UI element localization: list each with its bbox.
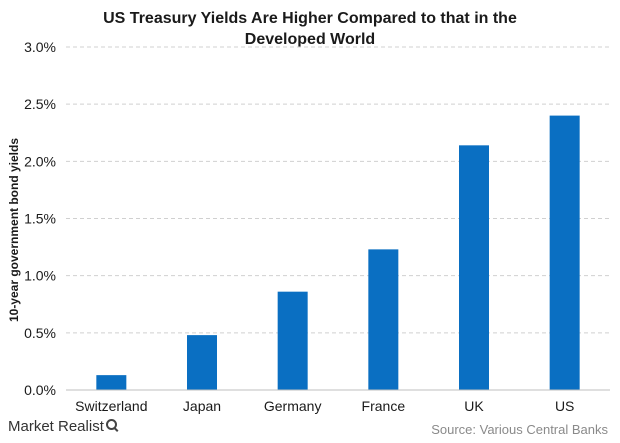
chart-title: US Treasury Yields Are Higher Compared t… — [0, 8, 620, 50]
x-tick-label: US — [555, 398, 574, 414]
logo-text: Market Realist — [8, 418, 104, 435]
bars — [96, 115, 580, 390]
chart-title-line-2: Developed World — [244, 31, 376, 48]
market-realist-logo: Market Realist — [8, 418, 117, 435]
x-tick-label: Japan — [183, 398, 221, 414]
x-tick-label: Switzerland — [75, 398, 147, 414]
y-tick-label: 3.0% — [24, 39, 56, 55]
x-tick-label: UK — [464, 398, 484, 414]
y-tick-label: 2.0% — [24, 153, 56, 169]
y-tick-label: 0.5% — [24, 325, 56, 341]
bar-germany — [277, 291, 308, 390]
bar-switzerland — [96, 375, 127, 390]
chart-title-line-1: US Treasury Yields Are Higher Compared t… — [103, 10, 517, 27]
y-tick-label: 2.5% — [24, 96, 56, 112]
y-tick-label: 1.0% — [24, 268, 56, 284]
x-tick-labels: Switzerland Japan Germany France UK US — [75, 398, 574, 414]
x-tick-label: Germany — [264, 398, 322, 414]
bar-us — [549, 115, 580, 390]
y-tick-label: 1.5% — [24, 211, 56, 227]
bar-france — [368, 249, 399, 390]
y-tick-labels: 0.0% 0.5% 1.0% 1.5% 2.0% 2.5% 3.0% — [24, 39, 56, 398]
gridlines — [66, 46, 610, 334]
source-note: Source: Various Central Banks — [431, 422, 608, 437]
bar-japan — [187, 335, 217, 390]
y-tick-label: 0.0% — [24, 382, 56, 398]
x-tick-label: France — [362, 398, 406, 414]
magnifier-icon — [105, 419, 117, 430]
bar-uk — [459, 145, 489, 390]
